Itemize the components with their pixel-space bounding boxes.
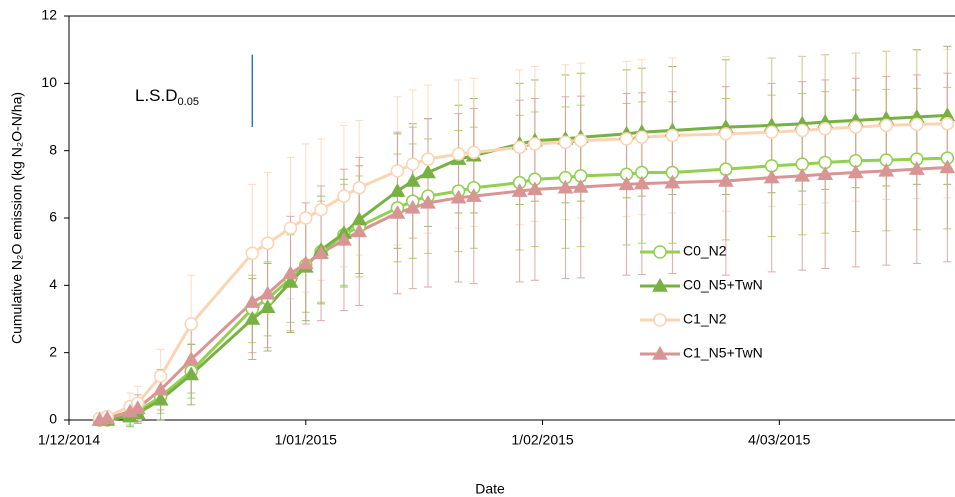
triangle-marker [259, 285, 276, 300]
lsd-text: L.S.D [135, 86, 178, 105]
circle-marker [764, 125, 779, 139]
legend-marker [653, 313, 667, 327]
triangle-marker [389, 204, 406, 219]
circle-marker [467, 145, 481, 160]
triangle-marker [450, 189, 467, 204]
triangle-marker [420, 194, 436, 209]
circle-marker [665, 128, 680, 143]
triangle-marker [527, 181, 543, 196]
triangle-marker [939, 159, 955, 174]
triangle-marker [465, 188, 482, 202]
circle-marker [283, 221, 298, 235]
circle-marker [573, 133, 588, 148]
circle-marker [719, 127, 733, 141]
triangle-marker [313, 245, 329, 260]
triangle-marker [152, 391, 169, 406]
circle-marker [352, 180, 366, 195]
x-tick-label: 4/03/2015 [748, 432, 810, 448]
triangle-marker [817, 166, 834, 180]
legend-label: C1_N5+TwN [683, 345, 763, 361]
circle-marker [528, 137, 542, 151]
triangle-marker [336, 231, 352, 246]
triangle-marker [557, 179, 574, 194]
y-tick-label: 4 [49, 276, 57, 292]
triangle-marker [129, 400, 146, 414]
x-tick-label: 1/02/2015 [511, 432, 573, 448]
series-line [99, 122, 948, 420]
circle-marker [421, 152, 435, 166]
lsd-subscript: 0.05 [178, 96, 199, 108]
circle-marker [635, 130, 649, 144]
triangle-marker [259, 299, 276, 313]
triangle-marker [718, 172, 734, 187]
y-tick-label: 12 [41, 7, 57, 23]
y-tick-label: 2 [49, 343, 57, 359]
triangle-marker [244, 310, 261, 325]
circle-marker [299, 211, 313, 225]
y-tick-label: 8 [49, 141, 57, 157]
triangle-marker [763, 169, 780, 184]
series-line [99, 166, 948, 422]
circle-marker [451, 147, 466, 161]
circle-marker [940, 116, 955, 131]
legend-marker [652, 277, 668, 292]
y-tick-label: 6 [49, 209, 57, 225]
circle-marker [390, 164, 405, 178]
circle-marker [818, 122, 832, 136]
triangle-marker [183, 366, 200, 381]
triangle-marker [282, 265, 299, 280]
circle-marker [512, 140, 527, 155]
circle-marker [910, 117, 924, 132]
y-axis-title: Cumulative N₂O emission (kg N₂O-N/ha) [9, 92, 25, 344]
x-tick-label: 1/01/2015 [275, 432, 337, 448]
triangle-marker [420, 164, 436, 179]
triangle-marker [404, 172, 421, 187]
triangle-marker [633, 175, 650, 190]
circle-marker [184, 317, 198, 331]
circle-marker [619, 132, 634, 146]
series-line [99, 156, 948, 422]
circle-marker [879, 118, 894, 133]
circle-marker [314, 202, 328, 217]
x-tick-label: 1/12/2014 [38, 432, 100, 448]
triangle-marker [847, 164, 864, 179]
triangle-marker [351, 223, 368, 238]
circle-marker [153, 369, 168, 383]
lsd-label: L.S.D0.05 [135, 86, 199, 107]
legend-marker [653, 245, 667, 259]
legend-label: C0_N2 [683, 243, 727, 259]
triangle-marker [152, 381, 169, 396]
triangle-marker [183, 351, 200, 366]
triangle-marker [878, 162, 895, 177]
circle-marker [558, 135, 573, 149]
circle-marker [337, 189, 351, 203]
triangle-marker [282, 273, 299, 288]
triangle-marker [389, 183, 406, 197]
legend-label: C0_N5+TwN [683, 277, 763, 293]
circle-marker [260, 236, 275, 250]
circle-marker [795, 123, 809, 138]
triangle-marker [297, 255, 314, 270]
triangle-marker [618, 176, 635, 191]
y-tick-label: 0 [49, 411, 57, 427]
legend-label: C1_N2 [683, 311, 727, 327]
x-axis-title: Date [475, 481, 505, 497]
triangle-marker [664, 174, 681, 189]
legend-marker [652, 345, 668, 360]
triangle-marker [794, 167, 811, 182]
circle-marker [245, 246, 260, 261]
circle-marker [848, 120, 863, 134]
triangle-marker [99, 410, 116, 425]
triangle-marker [908, 161, 925, 175]
y-tick-label: 10 [41, 74, 57, 90]
triangle-marker [572, 179, 589, 193]
triangle-marker [404, 199, 421, 214]
plot [91, 45, 955, 428]
triangle-marker [244, 294, 261, 308]
circle-marker [405, 157, 420, 171]
triangle-marker [511, 183, 528, 197]
